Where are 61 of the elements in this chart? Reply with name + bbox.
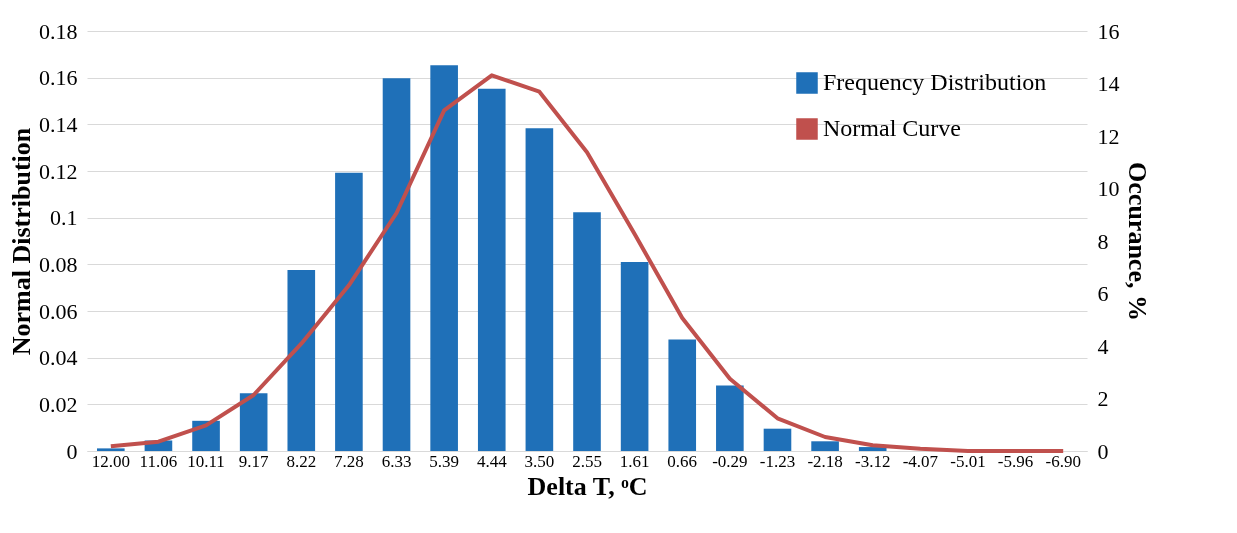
x-tick-label: 2.55 — [572, 451, 602, 471]
bar — [573, 212, 601, 451]
x-tick-label: -0.29 — [712, 451, 748, 471]
bar — [430, 65, 458, 451]
y2-tick-label: 14 — [1097, 71, 1120, 96]
x-tick-label: 1.61 — [619, 451, 650, 471]
y-tick-label: 0.16 — [39, 65, 78, 91]
bar — [525, 128, 554, 451]
y2-tick-label: 16 — [1097, 18, 1120, 44]
y-tick-label: 0.04 — [39, 345, 78, 371]
y2-axis-title: Occurance, % — [1122, 162, 1152, 321]
y2-tick-label: 12 — [1097, 123, 1120, 149]
x-tick-label: 7.28 — [334, 451, 364, 471]
x-tick-label: 8.22 — [286, 451, 317, 471]
y2-tick-label: 6 — [1097, 281, 1109, 306]
x-tick-label: -5.01 — [950, 451, 986, 471]
bar — [239, 393, 268, 451]
y2-tick-label: 2 — [1097, 386, 1109, 411]
bar — [620, 262, 649, 451]
y-tick-label: 0 — [66, 438, 78, 464]
y-tick-label: 0.18 — [39, 18, 78, 44]
x-axis-title: Delta T, ᵒC — [527, 471, 648, 501]
x-tick-label: -6.90 — [1045, 451, 1081, 471]
y-axis-title: Normal Distribution — [7, 127, 36, 356]
y-tick-label: 0.08 — [39, 251, 78, 277]
y-tick-label: 0.1 — [50, 205, 78, 231]
y-tick-label: 0.06 — [39, 298, 78, 324]
y-tick-label: 0.12 — [39, 158, 78, 184]
x-tick-label: 3.50 — [524, 451, 555, 471]
y2-tick-label: 4 — [1097, 333, 1109, 359]
bar — [763, 428, 792, 451]
y-tick-label: 0.14 — [39, 111, 78, 137]
bar — [382, 78, 411, 451]
y2-tick-label: 0 — [1097, 438, 1109, 464]
x-tick-label: 5.39 — [429, 451, 460, 471]
x-tick-label: -5.96 — [997, 451, 1034, 471]
x-tick-label: -3.12 — [855, 451, 891, 471]
bar — [811, 441, 839, 451]
bar — [668, 339, 697, 451]
y2-tick-label: 8 — [1097, 228, 1109, 254]
x-tick-label: -2.18 — [807, 451, 843, 471]
x-tick-label: 6.33 — [381, 451, 412, 471]
x-tick-label: -4.07 — [902, 451, 939, 471]
bar — [97, 448, 125, 451]
x-tick-label: 11.06 — [139, 451, 178, 471]
x-tick-label: 0.66 — [667, 451, 698, 471]
x-tick-label: 9.17 — [238, 451, 270, 471]
line-series — [108, 73, 1066, 453]
x-tick-label: 10.11 — [187, 451, 225, 471]
y2-tick-label: 10 — [1097, 176, 1120, 201]
bar — [287, 269, 316, 451]
bar — [716, 385, 744, 451]
legend-label: Normal Curve — [823, 115, 961, 141]
x-tick-label: 4.44 — [476, 451, 508, 471]
bar — [477, 88, 506, 451]
x-tick-label: 12.00 — [91, 451, 130, 471]
bar — [858, 447, 887, 451]
y-tick-label: 0.02 — [39, 391, 78, 417]
legend-label: Frequency Distribution — [823, 69, 1047, 95]
x-tick-label: -1.23 — [759, 451, 796, 471]
bar — [335, 172, 363, 451]
